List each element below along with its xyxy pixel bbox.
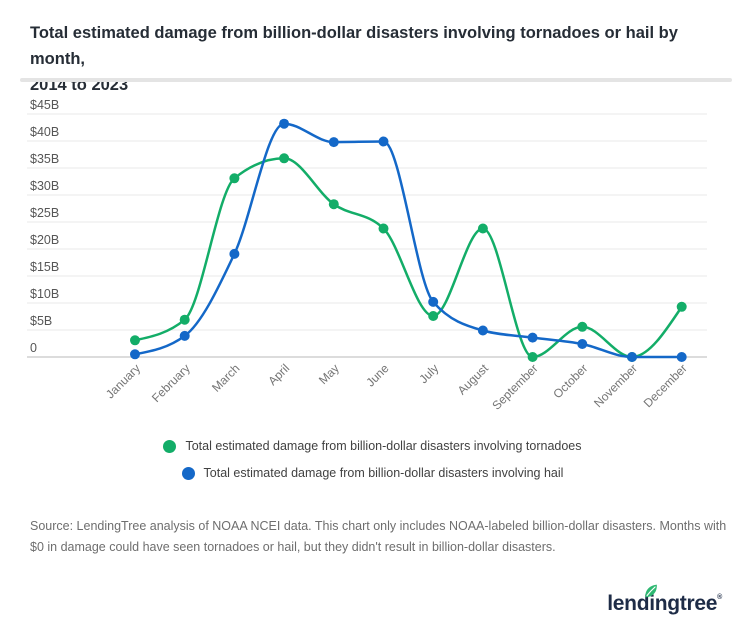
- data-point-hail-september: [527, 332, 538, 343]
- data-point-hail-june: [378, 136, 389, 147]
- y-axis-label: 0: [30, 341, 37, 355]
- x-axis-label-april: April: [265, 361, 292, 388]
- logo-text: lendingtree: [607, 592, 718, 615]
- chart-title: Total estimated damage from billion-doll…: [30, 20, 735, 98]
- data-point-hail-august: [477, 325, 488, 336]
- legend-item-hail: Total estimated damage from billion-doll…: [181, 466, 564, 480]
- data-point-hail-july: [428, 296, 439, 307]
- legend-dot-tornadoes-icon: [163, 439, 177, 453]
- source-note: Source: LendingTree analysis of NOAA NCE…: [30, 518, 727, 554]
- y-axis-label: $10B: [30, 287, 59, 301]
- x-axis-label-september: September: [489, 361, 540, 412]
- data-point-tornadoes-march: [229, 173, 240, 184]
- data-point-hail-april: [279, 118, 290, 129]
- damage-line-chart: $45B $40B $35B $30B $25B $20B $15B $10B $5B 0 Janu…: [27, 98, 707, 413]
- y-axis-label: $40B: [30, 125, 59, 139]
- data-point-hail-december: [676, 352, 687, 362]
- y-axis-label: $20B: [30, 233, 59, 247]
- data-point-hail-march: [229, 248, 240, 259]
- data-point-hail-november: [627, 352, 637, 362]
- data-point-tornadoes-august: [477, 223, 488, 234]
- chart-legend: Total estimated damage from billion-doll…: [0, 439, 745, 480]
- legend-label-hail: Total estimated damage from billion-doll…: [203, 466, 564, 480]
- y-axis-label: $25B: [30, 206, 59, 220]
- data-point-tornadoes-december: [676, 301, 687, 312]
- data-point-hail-october: [577, 339, 588, 349]
- data-point-tornadoes-february: [179, 314, 190, 325]
- data-point-hail-february: [179, 330, 190, 341]
- x-axis-label-november: November: [591, 361, 640, 410]
- registered-mark: ®: [717, 594, 722, 601]
- data-point-hail-may: [328, 137, 339, 148]
- series-line-hail: [133, 122, 683, 359]
- legend-dot-hail-icon: [181, 466, 195, 480]
- x-axis-label-october: October: [550, 361, 590, 401]
- y-axis-label: $35B: [30, 152, 59, 166]
- x-axis-label-july: July: [416, 361, 441, 386]
- data-point-tornadoes-june: [378, 223, 389, 234]
- x-axis-label-january: January: [103, 361, 143, 401]
- leaf-icon: [645, 584, 658, 598]
- legend-label-tornadoes: Total estimated damage from billion-doll…: [185, 439, 582, 453]
- x-axis-label-february: February: [149, 361, 193, 405]
- data-point-tornadoes-october: [577, 321, 588, 332]
- y-axis-label: $45B: [30, 98, 59, 112]
- data-point-tornadoes-july: [428, 311, 439, 321]
- data-point-hail-january: [130, 349, 140, 360]
- data-point-tornadoes-january: [130, 335, 140, 346]
- data-point-tornadoes-september: [527, 352, 538, 362]
- chart-title-line-1: Total estimated damage from billion-doll…: [30, 24, 678, 68]
- lendingtree-logo: lendingtree®: [607, 584, 722, 616]
- x-axis-label-december: December: [641, 361, 690, 410]
- data-point-tornadoes-april: [279, 153, 290, 164]
- legend-item-tornadoes: Total estimated damage from billion-doll…: [163, 439, 582, 453]
- data-point-tornadoes-may: [328, 199, 339, 210]
- series-line-tornadoes: [133, 157, 683, 359]
- y-axis-label: $15B: [30, 260, 59, 274]
- y-axis-label: $30B: [30, 179, 59, 193]
- x-axis-label-june: June: [363, 361, 392, 390]
- x-axis-label-may: May: [316, 361, 342, 387]
- y-axis-label: $5B: [30, 314, 52, 328]
- x-axis-label-august: August: [455, 361, 492, 398]
- title-divider: [20, 78, 732, 82]
- x-axis-label-march: March: [209, 361, 242, 394]
